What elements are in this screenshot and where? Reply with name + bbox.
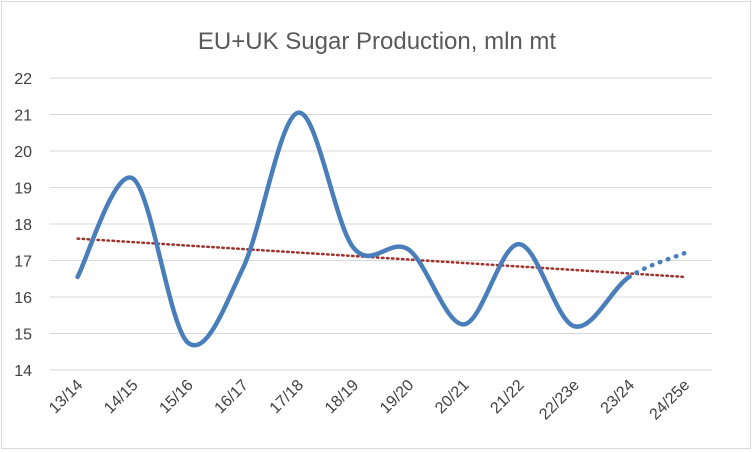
x-tick-label: 19/20 [377,377,417,417]
y-tick-label: 17 [14,254,32,271]
x-tick-label: 13/14 [46,377,86,417]
y-tick-label: 19 [14,181,32,198]
x-tick-label: 24/25e [647,377,694,424]
series-line-forecast-dotted [627,250,687,280]
x-tick-label: 17/18 [267,377,307,417]
x-tick-label: 21/22 [487,377,527,417]
trendline [76,237,686,279]
y-tick-label: 16 [14,290,32,307]
x-tick-label: 20/21 [432,377,472,417]
trendline-layer [76,237,686,279]
series-layer [75,110,687,348]
x-tick-label: 14/15 [101,377,141,417]
y-tick-label: 15 [14,327,32,344]
y-tick-label: 22 [14,71,32,88]
x-tick-label: 15/16 [156,377,196,417]
y-axis-tick-labels: 14 15 16 17 18 19 20 21 22 [14,71,32,380]
y-tick-label: 14 [14,363,32,380]
x-tick-label: 16/17 [212,377,252,417]
y-tick-label: 20 [14,144,32,161]
x-tick-label: 23/24 [598,377,638,417]
x-tick-label: 18/19 [322,377,362,417]
y-tick-label: 18 [14,217,32,234]
x-tick-label: 22/23e [536,377,583,424]
x-axis-tick-labels: 13/14 14/15 15/16 16/17 17/18 18/19 19/20 20/21… [46,377,693,424]
gridlines [50,77,712,371]
chart-title: EU+UK Sugar Production, mln mt [198,28,556,55]
series-line-solid [75,110,632,348]
y-tick-label: 21 [14,108,32,125]
